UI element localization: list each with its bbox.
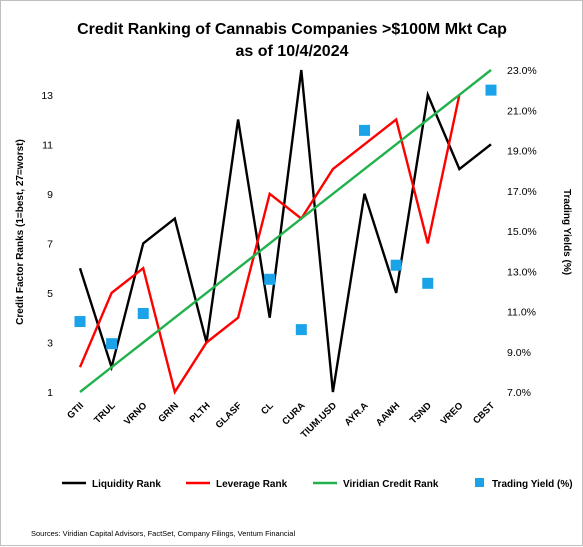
x-tick-plth: PLTH <box>188 400 213 425</box>
marker-trading-yield-cbst <box>485 84 497 96</box>
x-tick-cl: CL <box>259 400 276 417</box>
y-left-tick-3: 3 <box>47 337 53 349</box>
x-tick-vrno: VRNO <box>122 400 149 427</box>
y-right-tick-21-0: 21.0% <box>507 105 537 117</box>
y-left-tick-7: 7 <box>47 238 53 250</box>
x-tick-trul: TRUL <box>92 400 118 426</box>
x-tick-aawh: AAWH <box>374 400 402 428</box>
y-right-tick-13-0: 13.0% <box>507 266 537 278</box>
x-tick-cura: CURA <box>280 400 307 427</box>
x-tick-grin: GRIN <box>156 400 181 425</box>
x-tick-tsnd: TSND <box>408 400 434 426</box>
chart-title-line-1: Credit Ranking of Cannabis Companies >$1… <box>77 21 507 38</box>
series-layer <box>74 69 497 395</box>
x-tick-cbst: CBST <box>471 400 497 426</box>
y-right-tick-19-0: 19.0% <box>507 146 537 158</box>
marker-trading-yield-cl <box>264 273 276 285</box>
x-tick-gtii: GTII <box>65 400 86 421</box>
legend-label-viridian-credit-rank: Viridian Credit Rank <box>343 479 439 490</box>
series-line-viridian-credit-rank <box>79 69 492 393</box>
legend-label-liquidity-rank: Liquidity Rank <box>92 479 161 490</box>
y-axis-left-label: Credit Factor Ranks (1=best, 27=worst) <box>15 139 26 325</box>
legend-label-trading-yield: Trading Yield (%) <box>492 479 573 490</box>
marker-trading-yield-aawh <box>390 259 402 271</box>
marker-trading-yield-cura <box>295 324 307 336</box>
chart-title-line-2: as of 10/4/2024 <box>236 43 349 60</box>
y-left-tick-9: 9 <box>47 189 53 201</box>
y-right-tick-9-0: 9.0% <box>507 347 531 359</box>
marker-trading-yield-ayr-a <box>359 124 371 136</box>
y-axis-right-label: Trading Yields (%) <box>561 189 572 275</box>
y-right-tick-11-0: 11.0% <box>507 307 536 319</box>
y-right-tick-7-0: 7.0% <box>507 387 531 399</box>
series-line-liquidity-rank <box>78 69 492 393</box>
x-tick-vreo: VREO <box>439 400 466 427</box>
y-right-tick-23-0: 23.0% <box>507 65 537 77</box>
y-left-tick-13: 13 <box>41 90 53 102</box>
y-left-tick-1: 1 <box>47 387 53 399</box>
y-right-tick-17-0: 17.0% <box>507 186 537 198</box>
x-tick-glasf: GLASF <box>214 400 245 431</box>
source-note: Sources: Viridian Capital Advisors, Fact… <box>31 529 295 538</box>
marker-trading-yield-tsnd <box>422 277 434 289</box>
legend-swatch-trading-yield <box>475 478 484 487</box>
y-right-tick-15-0: 15.0% <box>507 226 537 238</box>
legend-label-leverage-rank: Leverage Rank <box>216 479 288 490</box>
marker-trading-yield-gtii <box>74 316 86 328</box>
marker-trading-yield-vrno <box>137 308 149 320</box>
y-left-tick-11: 11 <box>42 139 53 151</box>
x-tick-ayr-a: AYR.A <box>343 400 371 428</box>
series-line-leverage-rank <box>78 94 461 395</box>
y-axis-right-ticks: 7.0% 9.0% 11.0% 13.0% 15.0% 17.0% 19.0% 21.0% 23… <box>507 65 537 399</box>
y-left-tick-5: 5 <box>47 288 53 300</box>
marker-trading-yield-trul <box>106 338 118 350</box>
legend: Liquidity Rank Leverage Rank Viridian Cred… <box>62 478 573 490</box>
